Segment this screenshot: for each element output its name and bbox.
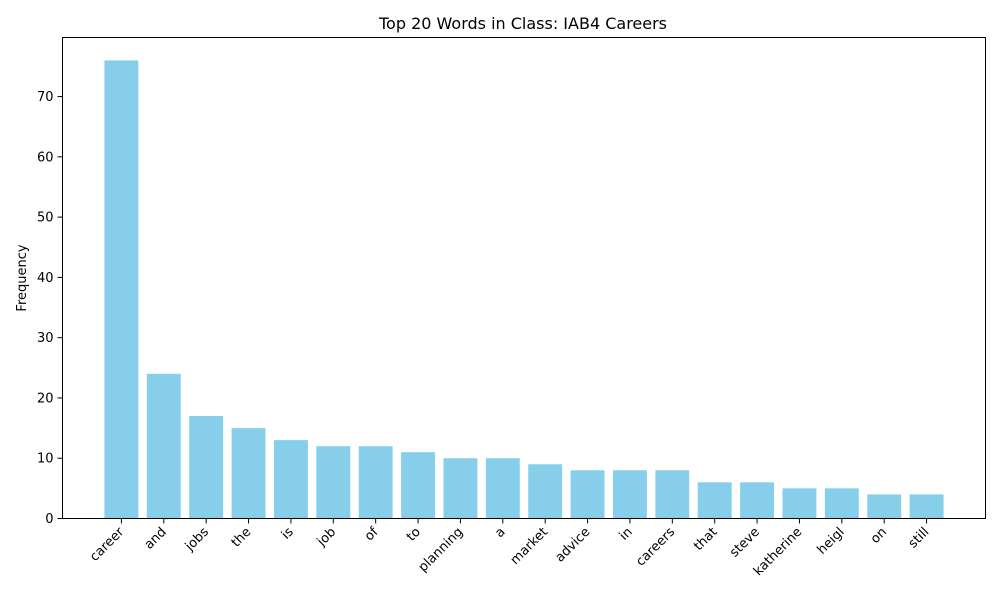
y-tick-label: 40	[37, 271, 54, 286]
x-tick-label: a	[492, 525, 508, 541]
y-tick-label: 20	[37, 391, 54, 406]
bar-that	[697, 482, 732, 519]
bar-the	[231, 428, 266, 519]
bar-career	[104, 60, 139, 519]
bar-katherine	[782, 488, 817, 519]
x-tick-label: advice	[553, 525, 594, 566]
bar-a	[485, 458, 520, 519]
y-tick-label: 60	[37, 150, 54, 165]
bar-advice	[570, 470, 605, 519]
y-tick-label: 10	[37, 452, 54, 467]
y-tick-label: 30	[37, 331, 54, 346]
x-tick-label: steve	[727, 525, 763, 561]
bar-in	[612, 470, 647, 519]
chart-title: Top 20 Words in Class: IAB4 Careers	[378, 14, 667, 33]
bar-heigl	[824, 488, 859, 519]
bar-careers	[655, 470, 690, 519]
bar-planning	[443, 458, 478, 519]
x-tick-label: on	[868, 525, 890, 547]
x-tick-label: and	[142, 525, 170, 553]
bar-on	[867, 494, 902, 519]
x-tick-label: market	[508, 525, 551, 568]
bar-market	[528, 464, 563, 519]
x-tick-label: to	[404, 525, 424, 545]
y-tick-label: 70	[37, 90, 54, 105]
x-tick-label: still	[906, 525, 933, 552]
y-tick-label: 0	[45, 512, 53, 527]
plot-frame	[62, 37, 986, 519]
x-tick-label: planning	[416, 525, 467, 576]
x-tick-label: careers	[633, 525, 678, 570]
x-tick-label: job	[314, 525, 339, 550]
bar-steve	[740, 482, 775, 519]
x-tick-label: heigl	[815, 525, 848, 558]
bar-to	[401, 452, 436, 519]
bar-and	[146, 373, 181, 519]
y-axis-label: Frequency	[15, 244, 30, 311]
x-tick-label: that	[691, 525, 720, 554]
x-tick-label: of	[362, 524, 382, 544]
x-tick-label: the	[229, 525, 255, 551]
x-tick-label: career	[87, 524, 127, 564]
bar-is	[273, 440, 308, 519]
y-axis: 0 10 20 30 40 50 60 70	[37, 90, 63, 527]
bars-group	[104, 60, 944, 519]
x-tick-label: is	[279, 525, 297, 543]
x-tick-label: jobs	[182, 525, 212, 555]
bar-job	[316, 446, 351, 519]
bar-of	[358, 446, 393, 519]
y-tick-label: 50	[37, 211, 54, 226]
x-tick-label: in	[617, 525, 636, 544]
bar-jobs	[189, 416, 224, 519]
bar-still	[909, 494, 944, 519]
